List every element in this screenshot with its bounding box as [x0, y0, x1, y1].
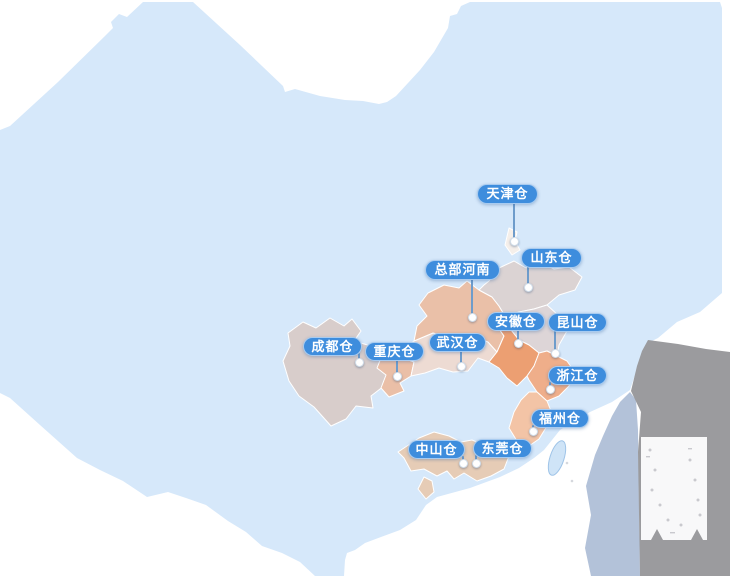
pin-location-dot [458, 458, 468, 468]
pin-location-dot [354, 357, 364, 367]
region-leizhou[interactable] [417, 476, 435, 500]
pin-stem [517, 328, 519, 343]
pin-label[interactable]: 天津仓 [477, 184, 538, 204]
pin-label[interactable]: 东莞仓 [473, 439, 532, 458]
pin-location-dot [471, 458, 481, 468]
pin-location-dot [456, 361, 466, 371]
pin-stem [527, 265, 529, 287]
coastal-islets [565, 461, 574, 483]
pin-location-dot [523, 282, 533, 292]
pin-location-dot [467, 312, 477, 322]
pin-label[interactable]: 总部河南 [425, 260, 500, 280]
pin-stem [471, 277, 473, 317]
pin-stem [460, 349, 462, 366]
pin-location-dot [509, 236, 519, 246]
pin-label[interactable]: 安徽仓 [487, 312, 545, 331]
pin-label[interactable]: 浙江仓 [548, 366, 607, 385]
pin-label[interactable]: 福州仓 [531, 409, 589, 428]
pin-location-dot [550, 348, 560, 358]
pin-stem [513, 201, 515, 241]
pin-stem [396, 358, 398, 376]
pin-label[interactable]: 山东仓 [521, 248, 582, 268]
pin-label[interactable]: 成都仓 [303, 337, 362, 356]
pin-location-dot [545, 384, 555, 394]
pin-location-dot [513, 338, 523, 348]
pin-label[interactable]: 重庆仓 [365, 342, 424, 361]
pin-stem [554, 329, 556, 353]
pin-location-dot [528, 426, 538, 436]
taiwan-island [547, 440, 567, 476]
pin-label[interactable]: 武汉仓 [429, 333, 486, 352]
inset-islands-icon [646, 448, 702, 534]
pin-label[interactable]: 昆山仓 [548, 313, 607, 332]
south-china-sea-inset [641, 437, 707, 540]
pin-location-dot [392, 371, 402, 381]
offshore-band [585, 392, 640, 576]
pin-label[interactable]: 中山仓 [408, 440, 465, 459]
